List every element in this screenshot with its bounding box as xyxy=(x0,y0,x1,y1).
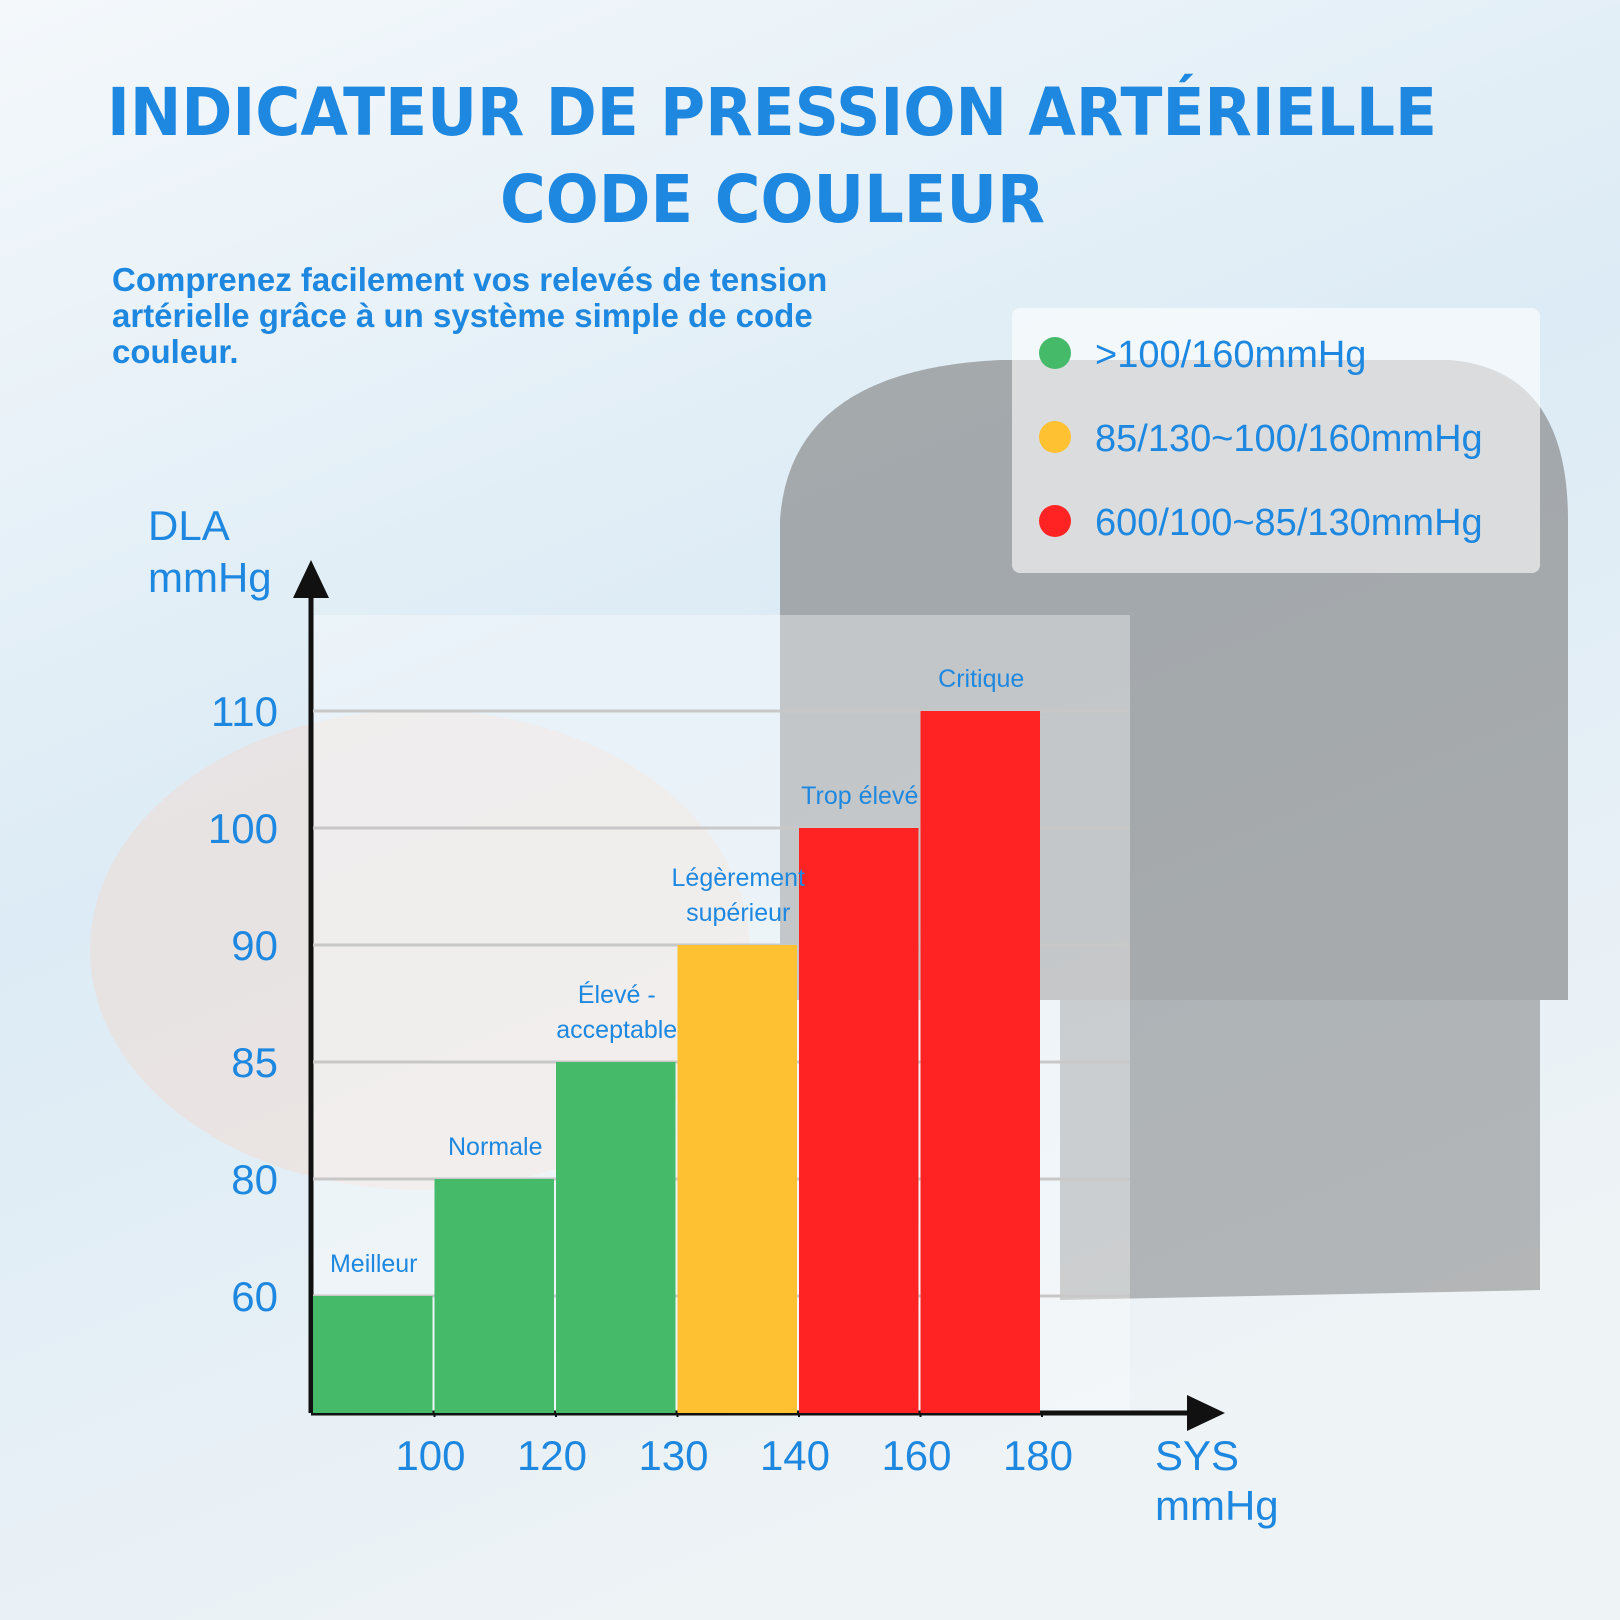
legend-label: 600/100~85/130mmHg xyxy=(1095,502,1483,544)
x-tick-label: 100 xyxy=(395,1432,465,1479)
y-tick-label: 60 xyxy=(231,1273,278,1320)
bar-label: Critique xyxy=(938,665,1025,693)
bar-label: Normale xyxy=(448,1133,543,1161)
device-cuff xyxy=(1060,1000,1540,1300)
y-axis-arrow xyxy=(293,560,329,598)
bar xyxy=(313,1296,433,1413)
bar xyxy=(677,945,797,1413)
x-tick-label: 160 xyxy=(881,1432,951,1479)
chart-title: INDICATEUR DE PRESSION ARTÉRIELLE xyxy=(107,73,1437,151)
legend-label: >100/160mmHg xyxy=(1095,334,1366,376)
y-tick-label: 80 xyxy=(231,1156,278,1203)
bar-label: Meilleur xyxy=(329,1250,418,1278)
x-tick-label: 140 xyxy=(760,1432,830,1479)
y-tick-label: 110 xyxy=(211,688,278,735)
x-tick-label: 130 xyxy=(638,1432,708,1479)
y-axis-label: DLA xyxy=(148,502,230,549)
x-tick-label: 120 xyxy=(517,1432,587,1479)
bar-label: Légèrement supérieur xyxy=(671,864,805,927)
legend-swatch xyxy=(1039,337,1071,369)
legend-swatch xyxy=(1039,421,1071,453)
bar-label: Trop élevé xyxy=(801,782,919,810)
legend-box xyxy=(1012,308,1540,573)
bar xyxy=(434,1179,554,1413)
bar xyxy=(556,1062,676,1413)
y-axis-label: mmHg xyxy=(148,554,272,601)
bar-label: Élevé - acceptable xyxy=(556,981,678,1044)
legend-label: 85/130~100/160mmHg xyxy=(1095,418,1483,460)
x-axis-label: mmHg xyxy=(1155,1482,1279,1529)
y-tick-label: 100 xyxy=(208,805,278,852)
subtitle: Comprenez facilement vos relevés de tens… xyxy=(112,261,828,370)
x-axis-label: SYS xyxy=(1155,1432,1239,1479)
x-tick-label: 180 xyxy=(1003,1432,1073,1479)
y-tick-label: 90 xyxy=(231,922,278,969)
bar xyxy=(920,711,1040,1413)
bar xyxy=(799,828,919,1413)
chart-title: CODE COULEUR xyxy=(500,161,1045,238)
y-tick-label: 85 xyxy=(231,1039,278,1086)
x-axis-arrow xyxy=(1187,1395,1225,1431)
legend-swatch xyxy=(1039,505,1071,537)
